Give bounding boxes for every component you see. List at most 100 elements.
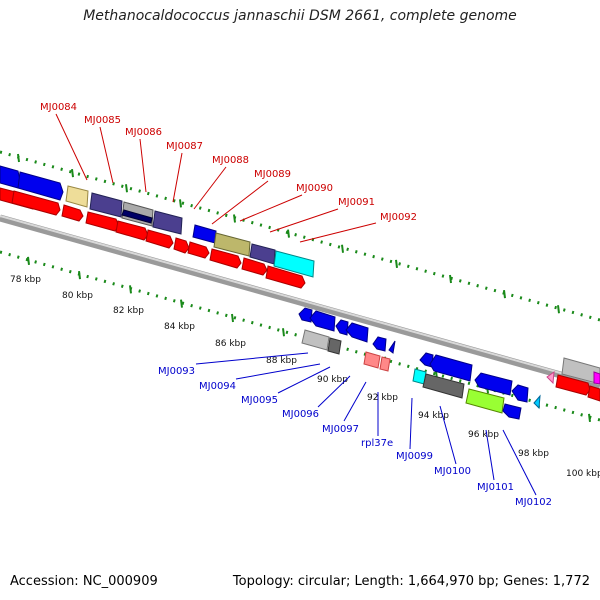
reverse-gene-blue[interactable] xyxy=(345,322,369,343)
forward-cds-arrow[interactable] xyxy=(209,248,242,269)
feature-track-reverse xyxy=(298,307,541,420)
reverse-gene-label[interactable]: MJ0093 xyxy=(158,366,195,377)
reverse-gene-salmon[interactable] xyxy=(363,351,381,369)
reverse-gene-label[interactable]: MJ0097 xyxy=(322,424,359,435)
outer-ruler-tick xyxy=(233,214,236,223)
inner-ruler-tick xyxy=(180,299,183,308)
forward-gene-blue[interactable] xyxy=(0,165,21,189)
reverse-gene-label[interactable]: MJ0096 xyxy=(282,409,319,420)
forward-gene-pink[interactable] xyxy=(546,370,555,385)
outer-ruler-tick xyxy=(341,244,344,253)
inner-ruler-tick xyxy=(588,413,591,423)
reverse-callout-line xyxy=(409,397,413,450)
reverse-gene-label[interactable]: MJ0094 xyxy=(199,381,236,392)
forward-gene-blue[interactable] xyxy=(17,171,64,201)
forward-callout-line xyxy=(55,113,88,181)
ruler-label: 90 kbp xyxy=(317,375,348,385)
reverse-gene-blue[interactable] xyxy=(298,307,313,323)
ruler-label: 92 kbp xyxy=(367,393,398,403)
forward-callout-line xyxy=(193,166,227,210)
ruler-label: 88 kbp xyxy=(266,356,297,366)
forward-cds-arrow[interactable] xyxy=(241,257,268,276)
forward-cds-arrow[interactable] xyxy=(11,190,61,216)
reverse-callout-line xyxy=(485,429,495,481)
reverse-gene-blue[interactable] xyxy=(335,319,349,336)
forward-gene-label[interactable]: MJ0085 xyxy=(84,115,121,126)
forward-gene-label[interactable]: MJ0092 xyxy=(380,212,417,223)
reverse-gene-label[interactable]: MJ0102 xyxy=(515,497,552,508)
reverse-gene-blue[interactable] xyxy=(388,340,396,354)
forward-gene-slate[interactable] xyxy=(89,192,123,218)
reverse-gene-blue[interactable] xyxy=(372,336,387,352)
reverse-gene-blue[interactable] xyxy=(474,372,513,396)
forward-gene-navy[interactable] xyxy=(121,209,153,224)
genome-backbone xyxy=(0,214,600,390)
reverse-gene-darkgray[interactable] xyxy=(327,337,342,355)
forward-gene-label[interactable]: MJ0084 xyxy=(40,102,77,113)
reverse-gene-blue[interactable] xyxy=(511,384,529,403)
forward-cds-arrow[interactable] xyxy=(145,229,174,249)
inner-ruler-tick xyxy=(129,285,132,294)
forward-callout-line xyxy=(172,152,183,203)
forward-gene-khaki[interactable] xyxy=(65,185,89,208)
feature-track-forward xyxy=(0,165,600,402)
forward-cds-arrow[interactable] xyxy=(61,204,84,222)
reverse-gene-salmon[interactable] xyxy=(379,356,391,372)
reverse-gene-label[interactable]: MJ0099 xyxy=(396,451,433,462)
ruler-label: 78 kbp xyxy=(10,275,41,285)
forward-gene-label[interactable]: MJ0087 xyxy=(166,141,203,152)
reverse-gene-cyan[interactable] xyxy=(533,394,541,410)
backbone-highlight xyxy=(0,215,600,385)
reverse-gene-blue[interactable] xyxy=(502,403,522,420)
forward-gene-label[interactable]: MJ0091 xyxy=(338,197,375,208)
reverse-callout-line xyxy=(277,366,331,394)
reverse-gene-darkgray[interactable] xyxy=(422,373,465,399)
inner-ruler-tick xyxy=(27,256,30,265)
reverse-gene-label[interactable]: rpl37e xyxy=(361,438,393,449)
reverse-gene-label[interactable]: MJ0100 xyxy=(434,466,471,477)
inner-ruler-tick xyxy=(78,270,81,280)
forward-cds-arrow[interactable] xyxy=(115,220,149,241)
forward-gene-label[interactable]: MJ0089 xyxy=(254,169,291,180)
reverse-callout-line xyxy=(235,363,321,380)
map-title: Methanocaldococcus jannaschii DSM 2661, … xyxy=(83,8,517,24)
forward-gene-olive[interactable] xyxy=(213,232,251,257)
reverse-gene-gray[interactable] xyxy=(301,329,330,351)
forward-cds-arrow[interactable] xyxy=(265,265,306,289)
reverse-callout-line xyxy=(195,352,309,365)
reverse-gene-blue[interactable] xyxy=(429,354,473,382)
reverse-gene-label[interactable]: MJ0101 xyxy=(477,482,514,493)
accession-text: Accession: NC_000909 xyxy=(10,574,158,589)
forward-gene-cyan[interactable] xyxy=(273,250,315,278)
forward-gene-magenta[interactable] xyxy=(593,371,600,385)
inner-ruler-tick xyxy=(282,328,285,337)
ruler-label: 82 kbp xyxy=(113,306,144,316)
ruler-label: 86 kbp xyxy=(215,339,246,349)
forward-gene-gray[interactable] xyxy=(561,357,600,385)
forward-gene-label[interactable]: MJ0086 xyxy=(125,127,162,138)
forward-gene-label[interactable]: MJ0090 xyxy=(296,183,333,194)
forward-callout-line xyxy=(139,138,147,193)
outer-ruler-tick xyxy=(71,169,74,178)
forward-gene-slate[interactable] xyxy=(152,210,183,235)
forward-cds-arrow[interactable] xyxy=(173,237,190,254)
ruler-label: 100 kbp xyxy=(566,469,600,479)
reverse-callout-line xyxy=(317,375,351,408)
outer-ruler-tick xyxy=(17,153,20,163)
forward-cds-arrow[interactable] xyxy=(587,385,600,402)
forward-gene-blue[interactable] xyxy=(192,224,217,244)
ruler-label: 84 kbp xyxy=(164,322,195,332)
forward-gene-label[interactable]: MJ0088 xyxy=(212,155,249,166)
ruler-label: 80 kbp xyxy=(62,291,93,301)
outer-tick-ruler xyxy=(0,150,600,322)
forward-callout-line xyxy=(211,180,269,225)
reverse-gene-blue[interactable] xyxy=(309,310,336,332)
forward-cds-arrow[interactable] xyxy=(555,374,591,396)
forward-cds-arrow[interactable] xyxy=(187,241,210,259)
ruler-label: 96 kbp xyxy=(468,430,499,440)
reverse-gene-lime[interactable] xyxy=(465,388,505,414)
forward-callout-line xyxy=(99,126,114,184)
reverse-gene-label[interactable]: MJ0095 xyxy=(241,395,278,406)
ruler-labels: 78 kbp 80 kbp 82 kbp 84 kbp 86 kbp 88 kbp 90 k… xyxy=(10,275,600,479)
